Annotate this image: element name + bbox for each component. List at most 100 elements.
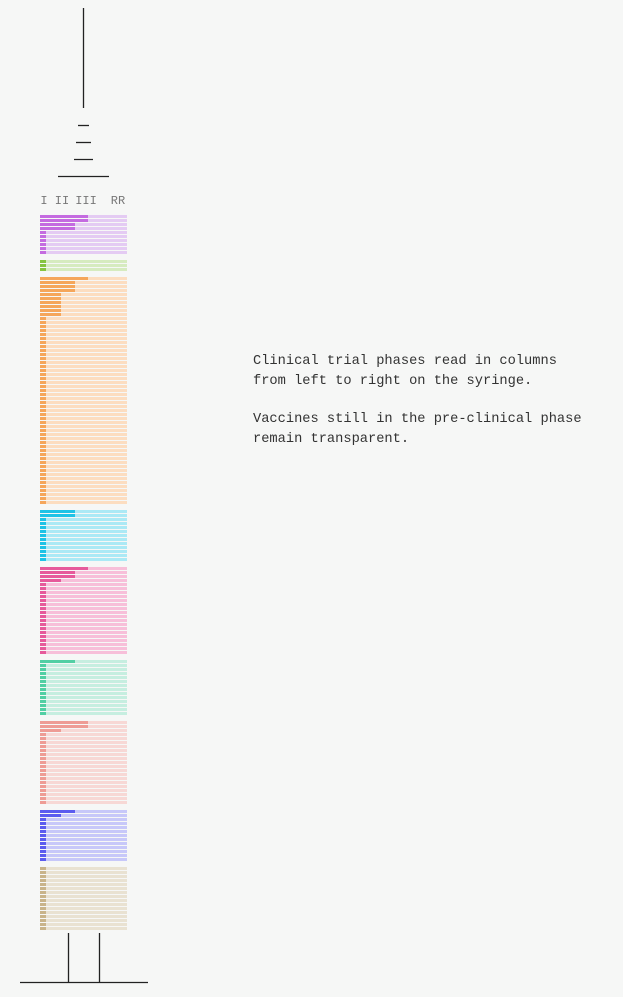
vaccine-row [40, 397, 127, 400]
vaccine-row [40, 927, 127, 930]
vaccine-row [40, 534, 127, 537]
phase-bar [40, 453, 46, 456]
phase-bar [40, 749, 46, 752]
vaccine-row [40, 842, 127, 845]
vaccine-row [40, 317, 127, 320]
vaccine-row [40, 485, 127, 488]
annotation-line: from left to right on the syringe. [253, 374, 533, 389]
phase-bar [40, 329, 46, 332]
vaccine-row [40, 769, 127, 772]
phase-bar [40, 461, 46, 464]
phase-bar [40, 789, 46, 792]
phase-bar [40, 441, 46, 444]
vaccine-row [40, 333, 127, 336]
phase-bar [40, 277, 88, 280]
vaccine-row [40, 781, 127, 784]
phase-bar [40, 708, 46, 711]
vaccine-row [40, 643, 127, 646]
phase-bar [40, 907, 46, 910]
vaccine-row [40, 911, 127, 914]
phase-bar [40, 417, 46, 420]
phase-bar [40, 664, 46, 667]
vaccine-row [40, 522, 127, 525]
phase-bar [40, 293, 61, 296]
vaccine-row [40, 405, 127, 408]
vaccine-row [40, 481, 127, 484]
vaccine-row [40, 883, 127, 886]
vaccine-row [40, 345, 127, 348]
phase-bar [40, 219, 88, 222]
phase-bar [40, 489, 46, 492]
vaccine-row [40, 365, 127, 368]
vaccine-row [40, 631, 127, 634]
phase-bar [40, 546, 46, 549]
phase-bar [40, 309, 61, 312]
vaccine-row [40, 449, 127, 452]
phase-bar [40, 611, 46, 614]
phase-bar [40, 493, 46, 496]
phase-bar [40, 757, 46, 760]
vaccine-row [40, 615, 127, 618]
vaccine-row [40, 583, 127, 586]
phase-bar [40, 623, 46, 626]
vaccine-row [40, 708, 127, 711]
vaccine-row [40, 321, 127, 324]
vaccine-row [40, 639, 127, 642]
vaccine-row [40, 297, 127, 300]
vaccine-row [40, 293, 127, 296]
phase-bar [40, 879, 46, 882]
phase-bar [40, 333, 46, 336]
vaccine-row [40, 765, 127, 768]
phase-bar [40, 721, 88, 724]
phase-bar [40, 647, 46, 650]
phase-bar [40, 871, 46, 874]
phase-bar [40, 858, 46, 861]
phase-bar [40, 401, 46, 404]
vaccine-row [40, 733, 127, 736]
vaccine-row [40, 700, 127, 703]
vaccine-row [40, 373, 127, 376]
phase-bar [40, 867, 46, 870]
phase-bar [40, 465, 46, 468]
phase-bar [40, 599, 46, 602]
phase-bar [40, 530, 46, 533]
phase-bar [40, 289, 75, 292]
vaccine-row [40, 465, 127, 468]
vaccine-row [40, 268, 127, 271]
vaccine-row [40, 453, 127, 456]
phase-bar [40, 317, 46, 320]
vaccine-row [40, 546, 127, 549]
vaccine-row [40, 777, 127, 780]
vaccine-row [40, 341, 127, 344]
vaccine-row [40, 289, 127, 292]
phase-bar [40, 627, 46, 630]
phase-bar [40, 712, 46, 715]
phase-bar [40, 579, 61, 582]
phase-bar [40, 281, 75, 284]
vaccine-row [40, 264, 127, 267]
phase-bar [40, 260, 46, 263]
vaccine-row [40, 647, 127, 650]
column-label: II [55, 194, 69, 208]
phase-bar [40, 231, 46, 234]
vaccine-row [40, 818, 127, 821]
annotation-line: remain transparent. [253, 432, 410, 447]
annotation-paragraph: Clinical trial phases read in columns fro… [253, 352, 582, 392]
vaccine-row [40, 915, 127, 918]
phase-bar [40, 571, 75, 574]
vaccine-row [40, 623, 127, 626]
vaccine-row [40, 712, 127, 715]
annotation-line: Clinical trial phases read in columns [253, 354, 557, 369]
phase-bar [40, 777, 46, 780]
vaccine-row [40, 664, 127, 667]
phase-bar [40, 635, 46, 638]
vaccine-row [40, 441, 127, 444]
vaccine-row [40, 688, 127, 691]
vaccine-row [40, 337, 127, 340]
phase-bar [40, 915, 46, 918]
vaccine-row [40, 822, 127, 825]
column-label: RR [111, 194, 125, 208]
phase-bar [40, 345, 46, 348]
phase-bar [40, 247, 46, 250]
phase-bar [40, 485, 46, 488]
